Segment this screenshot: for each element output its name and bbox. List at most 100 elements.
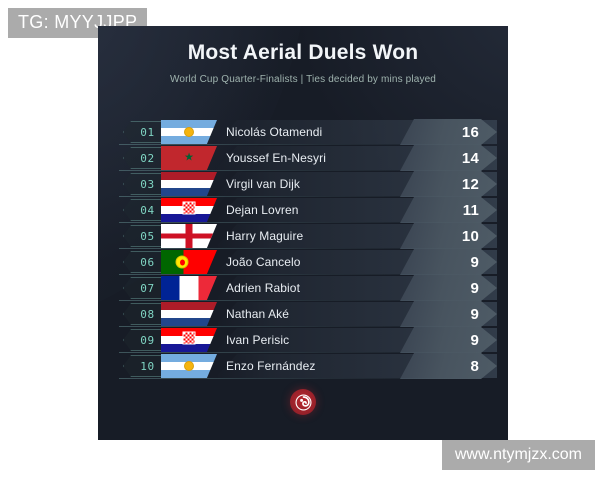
- duels-won-value: 10: [461, 227, 479, 245]
- player-name: Youssef En-Nesyri: [226, 151, 326, 165]
- rank-badge-shape: [123, 277, 167, 299]
- flag-graphic: [161, 328, 217, 352]
- value-chevron: [400, 171, 497, 197]
- sun-emblem-icon: [185, 128, 193, 136]
- leaderboard-row[interactable]: 02 ★ Youssef En-Nesyri 14: [105, 145, 501, 171]
- leaderboard-row[interactable]: 05 Harry Maguire 10: [105, 223, 501, 249]
- row-divider: [119, 170, 497, 171]
- value-chevron: [400, 145, 497, 171]
- leaderboard-row[interactable]: 08 Nathan Aké 9: [105, 301, 501, 327]
- player-name: Dejan Lovren: [226, 203, 299, 217]
- value-chevron: [400, 301, 497, 327]
- rank-badge-shape: [123, 173, 167, 195]
- rank-badge: 02: [123, 147, 167, 169]
- leaderboard-row[interactable]: 03 Virgil van Dijk 12: [105, 171, 501, 197]
- rank-badge: 09: [123, 329, 167, 351]
- flag-graphic: [161, 198, 217, 222]
- flag-graphic: [161, 302, 217, 326]
- rank-badge-shape: [123, 199, 167, 221]
- flag-graphic: [161, 354, 217, 378]
- argentina-flag-icon: [161, 354, 217, 378]
- value-chevron: [400, 223, 497, 249]
- row-divider: [119, 144, 497, 145]
- player-name: João Cancelo: [226, 255, 301, 269]
- argentina-flag-icon: [161, 120, 217, 144]
- rank-badge-shape: [123, 355, 167, 377]
- site-watermark: www.ntymjzx.com: [441, 440, 595, 470]
- duels-won-value: 14: [461, 149, 479, 167]
- spiral-logo-icon: [290, 389, 316, 415]
- netherlands-flag-icon: [161, 302, 217, 326]
- flag-graphic: ★: [161, 146, 217, 170]
- leaderboard-row[interactable]: 01 Nicolás Otamendi 16: [105, 119, 501, 145]
- row-divider: [119, 378, 497, 379]
- player-name: Nathan Aké: [226, 307, 290, 321]
- row-divider: [119, 274, 497, 275]
- flag-graphic: [161, 224, 217, 248]
- duels-won-value: 9: [470, 253, 479, 271]
- rank-badge: 07: [123, 277, 167, 299]
- duels-won-value: 8: [470, 357, 479, 375]
- leaderboard-card: Most Aerial Duels Won World Cup Quarter-…: [98, 26, 508, 440]
- portugal-flag-icon: [161, 250, 217, 274]
- rank-number: 04: [140, 203, 155, 217]
- morocco-flag-icon: ★: [161, 146, 217, 170]
- row-divider: [119, 222, 497, 223]
- leaderboard-row[interactable]: 10 Enzo Fernández 8: [105, 353, 501, 379]
- duels-won-value: 9: [470, 305, 479, 323]
- value-chevron: [400, 249, 497, 275]
- rank-badge: 05: [123, 225, 167, 247]
- rank-badge-shape: [123, 251, 167, 273]
- leaderboard-row[interactable]: 06 João Cancelo 9: [105, 249, 501, 275]
- checkerboard-emblem-icon: [182, 331, 196, 345]
- st-george-cross-icon: [161, 224, 217, 248]
- leaderboard-row[interactable]: 09 Ivan Perisic 9: [105, 327, 501, 353]
- page-subtitle: World Cup Quarter-Finalists | Ties decid…: [169, 74, 437, 85]
- rank-badge-shape: [123, 329, 167, 351]
- rank-badge: 04: [123, 199, 167, 221]
- rank-number: 10: [140, 359, 155, 373]
- rank-number: 07: [140, 281, 155, 295]
- croatia-flag-icon: [161, 198, 217, 222]
- value-chevron: [400, 275, 497, 301]
- duels-won-value: 12: [461, 175, 479, 193]
- flag-graphic: [161, 120, 217, 144]
- player-name: Harry Maguire: [226, 229, 304, 243]
- player-name: Virgil van Dijk: [226, 177, 300, 191]
- rank-number: 09: [140, 333, 155, 347]
- duels-won-value: 9: [470, 331, 479, 349]
- rank-number: 03: [140, 177, 155, 191]
- checkerboard-emblem-icon: [182, 201, 196, 215]
- row-divider: [119, 326, 497, 327]
- england-flag-icon: [161, 224, 217, 248]
- rank-number: 06: [140, 255, 155, 269]
- netherlands-flag-icon: [161, 172, 217, 196]
- rank-badge: 01: [123, 121, 167, 143]
- value-chevron: [400, 327, 497, 353]
- row-divider: [119, 300, 497, 301]
- row-divider: [119, 248, 497, 249]
- value-chevron: [400, 197, 497, 223]
- rank-badge-shape: [123, 303, 167, 325]
- leaderboard-row[interactable]: 07 Adrien Rabiot 9: [105, 275, 501, 301]
- player-name: Ivan Perisic: [226, 333, 290, 347]
- leaderboard-row[interactable]: 04 Dejan Lovren 11: [105, 197, 501, 223]
- rank-badge: 08: [123, 303, 167, 325]
- rank-number: 01: [140, 125, 155, 139]
- rank-badge-shape: [123, 121, 167, 143]
- france-flag-icon: [161, 276, 217, 300]
- rank-badge-shape: [123, 225, 167, 247]
- duels-won-value: 9: [470, 279, 479, 297]
- player-name: Adrien Rabiot: [226, 281, 301, 295]
- card-header: Most Aerial Duels Won World Cup Quarter-…: [98, 26, 508, 86]
- rank-number: 08: [140, 307, 155, 321]
- player-name: Nicolás Otamendi: [226, 125, 323, 139]
- duels-won-value: 11: [462, 201, 479, 219]
- rank-number: 02: [140, 151, 155, 165]
- rank-badge: 10: [123, 355, 167, 377]
- value-chevron: [400, 353, 497, 379]
- rank-number: 05: [140, 229, 155, 243]
- rank-badge: 03: [123, 173, 167, 195]
- rank-badge: 06: [123, 251, 167, 273]
- duels-won-value: 16: [461, 123, 479, 141]
